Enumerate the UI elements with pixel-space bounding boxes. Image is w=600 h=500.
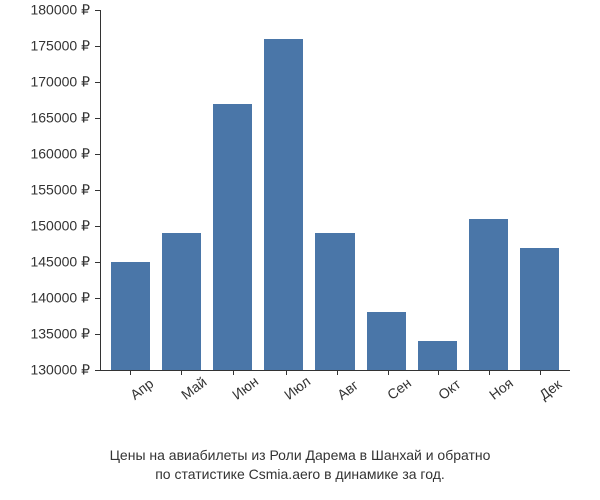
y-axis: 130000 ₽135000 ₽140000 ₽145000 ₽150000 ₽…: [0, 10, 95, 370]
y-tick-label: 165000 ₽: [30, 110, 90, 127]
y-tick-label: 140000 ₽: [30, 290, 90, 307]
y-tick-label: 155000 ₽: [30, 182, 90, 199]
bar: [213, 104, 252, 370]
bar: [418, 341, 457, 370]
caption-line-1: Цены на авиабилеты из Роли Дарема в Шанх…: [110, 447, 491, 463]
bar: [520, 248, 559, 370]
plot-area: [100, 10, 570, 370]
chart-caption: Цены на авиабилеты из Роли Дарема в Шанх…: [0, 446, 600, 485]
bars-group: [100, 10, 570, 370]
bar: [367, 312, 406, 370]
x-tick-label: Авг: [334, 374, 365, 403]
y-tick-label: 160000 ₽: [30, 146, 90, 163]
x-tick-label: Сен: [384, 374, 415, 403]
y-tick-label: 180000 ₽: [30, 2, 90, 19]
bar: [315, 233, 354, 370]
x-axis-line: [100, 370, 570, 371]
x-tick-label: Апр: [127, 374, 158, 403]
y-tick-label: 145000 ₽: [30, 254, 90, 271]
x-axis: Апр Май Июн Июл Авг Сен Окт Ноя Дек: [100, 375, 570, 435]
y-tick-label: 170000 ₽: [30, 74, 90, 91]
x-tick-label: Ноя: [486, 374, 517, 403]
y-tick-label: 175000 ₽: [30, 38, 90, 55]
bar: [469, 219, 508, 370]
x-tick-label: Май: [178, 373, 210, 402]
y-tick-label: 150000 ₽: [30, 218, 90, 235]
x-tick-label: Июн: [229, 373, 261, 403]
bar: [162, 233, 201, 370]
x-tick-label: Окт: [435, 374, 466, 403]
bar: [111, 262, 150, 370]
caption-line-2: по статистике Csmia.aero в динамике за г…: [155, 466, 445, 482]
price-chart: 130000 ₽ 135000 ₽ 140000 ₽ 145000 ₽ 150000 ₽…: [0, 0, 600, 500]
bar: [264, 39, 303, 370]
x-tick-label: Дек: [536, 374, 567, 403]
x-tick-label: Июл: [281, 373, 313, 403]
y-tick-label: 130000 ₽: [30, 362, 90, 379]
y-tick-label: 135000 ₽: [30, 326, 90, 343]
